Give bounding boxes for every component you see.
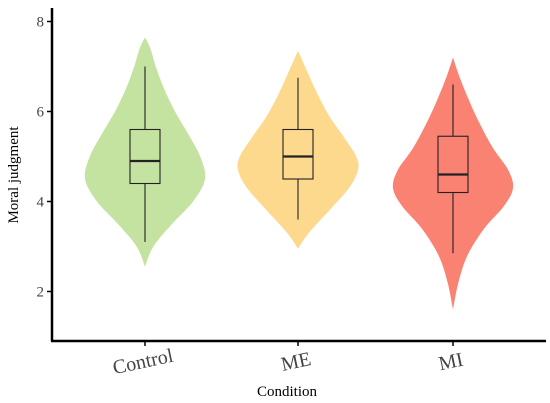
box-iqr bbox=[282, 128, 314, 180]
box-iqr bbox=[437, 135, 469, 194]
y-tick-label: 4 bbox=[37, 195, 45, 211]
plot-area bbox=[84, 37, 514, 310]
y-axis-title: Moral judgment bbox=[6, 126, 22, 224]
x-tick-label: ME bbox=[279, 348, 313, 376]
violin-group-control bbox=[84, 37, 206, 267]
y-axis-ticks: 2 4 6 8 bbox=[37, 15, 52, 301]
y-tick-label: 8 bbox=[37, 15, 45, 31]
y-tick-label: 2 bbox=[37, 285, 45, 301]
x-axis-title: Condition bbox=[257, 384, 318, 400]
violin-group-me bbox=[237, 50, 359, 249]
x-tick-label: MI bbox=[437, 349, 465, 376]
x-axis-ticks: Control ME MI bbox=[111, 341, 465, 379]
box-iqr bbox=[129, 128, 161, 185]
x-tick-label: Control bbox=[111, 345, 176, 379]
violin-group-mi bbox=[392, 57, 514, 310]
y-tick-label: 6 bbox=[37, 105, 45, 121]
